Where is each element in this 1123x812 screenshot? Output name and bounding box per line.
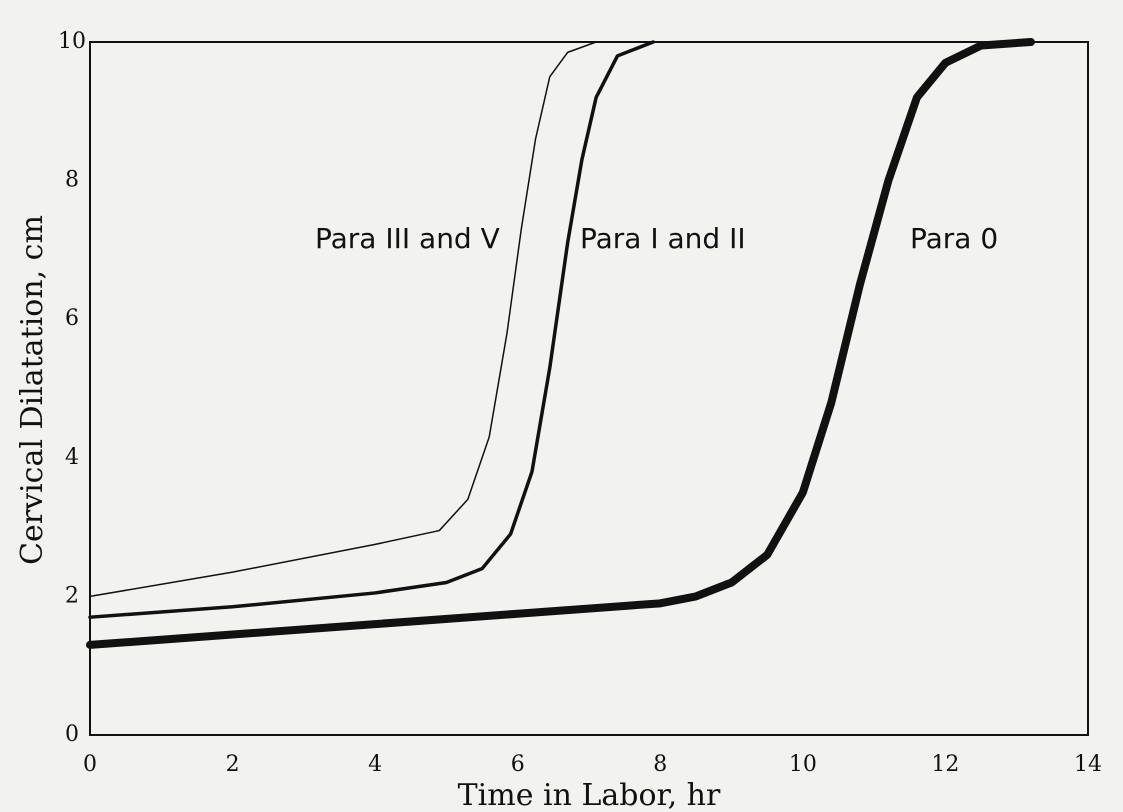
x-tick-label: 8 [653, 752, 667, 777]
x-tick-label: 12 [931, 752, 959, 777]
series-line [88, 40, 655, 619]
x-tick-label: 10 [789, 752, 817, 777]
y-axis-title: Cervical Dilatation, cm [15, 215, 50, 565]
x-tick-label: 14 [1074, 752, 1102, 777]
x-axis-title: Time in Labor, hr [458, 778, 721, 812]
y-tick-label: 10 [58, 29, 86, 54]
x-tick-label: 6 [511, 752, 525, 777]
series-label: Para III and V [315, 222, 500, 255]
x-tick-label: 2 [226, 752, 240, 777]
y-tick-label: 0 [65, 722, 79, 747]
y-tick-label: 2 [65, 583, 79, 608]
y-tick-label: 4 [65, 445, 79, 470]
plot-frame [89, 41, 1089, 736]
y-tick-label: 6 [65, 306, 79, 331]
series-label: Para I and II [580, 222, 746, 255]
series-line [86, 38, 1035, 649]
series-line [89, 41, 597, 598]
x-tick-label: 4 [368, 752, 382, 777]
y-tick-label: 8 [65, 168, 79, 193]
x-tick-label: 0 [83, 752, 97, 777]
series-label: Para 0 [910, 222, 998, 255]
